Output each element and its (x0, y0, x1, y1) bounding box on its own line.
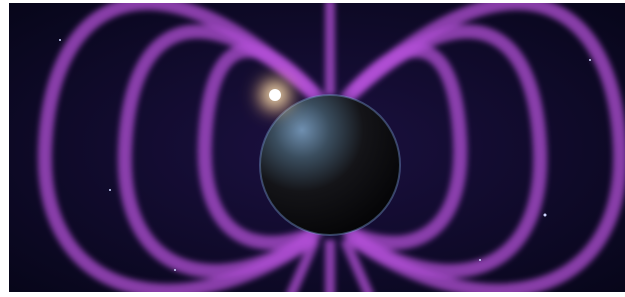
image-area (9, 0, 625, 297)
star (589, 59, 591, 61)
star (174, 269, 176, 271)
star (59, 39, 61, 41)
page-body (0, 0, 625, 297)
page: {} html, body { margin: 0; padding: 0; b… (0, 0, 625, 297)
magnetosphere-illustration (0, 0, 625, 297)
sun-core (269, 89, 281, 101)
star (109, 189, 111, 191)
star (544, 214, 547, 217)
star (479, 259, 481, 261)
